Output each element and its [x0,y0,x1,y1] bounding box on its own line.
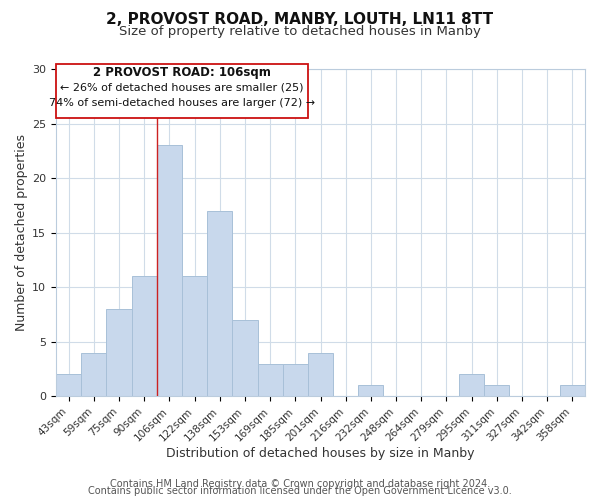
Text: Size of property relative to detached houses in Manby: Size of property relative to detached ho… [119,25,481,38]
Bar [81,352,106,397]
Bar [157,146,182,396]
Bar [106,309,131,396]
Text: Contains HM Land Registry data © Crown copyright and database right 2024.: Contains HM Land Registry data © Crown c… [110,479,490,489]
Bar [560,386,585,396]
Bar [283,364,308,396]
Bar [257,364,283,396]
Text: 74% of semi-detached houses are larger (72) →: 74% of semi-detached houses are larger (… [49,98,315,108]
X-axis label: Distribution of detached houses by size in Manby: Distribution of detached houses by size … [166,447,475,460]
Text: 2 PROVOST ROAD: 106sqm: 2 PROVOST ROAD: 106sqm [93,66,271,79]
Bar [207,211,232,396]
Bar [459,374,484,396]
Bar [358,386,383,396]
Text: 2, PROVOST ROAD, MANBY, LOUTH, LN11 8TT: 2, PROVOST ROAD, MANBY, LOUTH, LN11 8TT [106,12,494,28]
Text: Contains public sector information licensed under the Open Government Licence v3: Contains public sector information licen… [88,486,512,496]
Bar [56,374,81,396]
Bar [182,276,207,396]
Bar [232,320,257,396]
Bar [484,386,509,396]
Text: ← 26% of detached houses are smaller (25): ← 26% of detached houses are smaller (25… [60,82,304,92]
Bar [131,276,157,396]
Bar [308,352,333,397]
Y-axis label: Number of detached properties: Number of detached properties [15,134,28,331]
